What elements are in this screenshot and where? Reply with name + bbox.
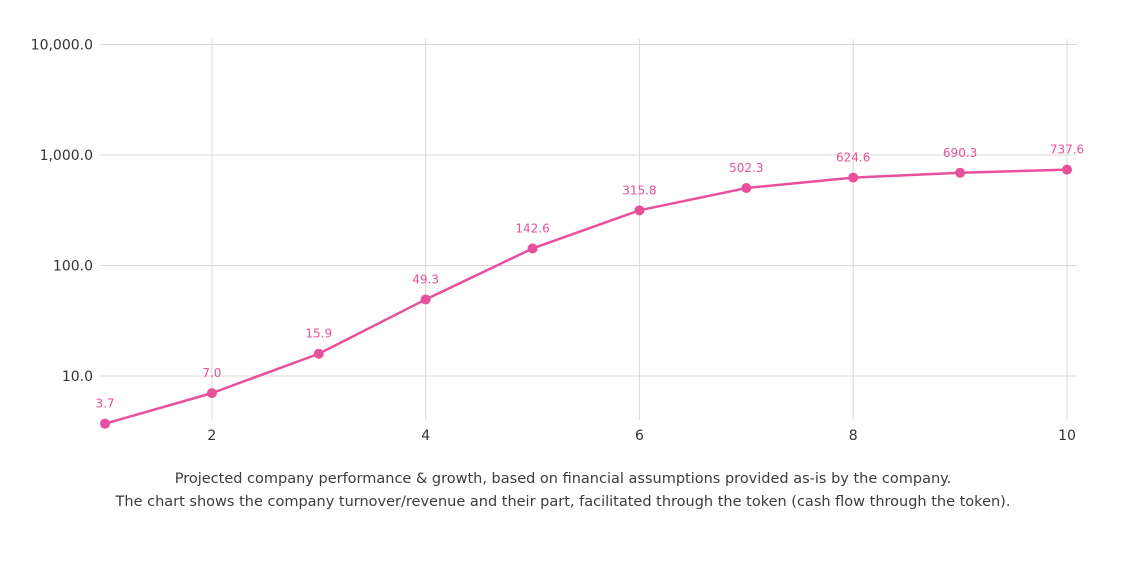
chart-caption-line-1: Projected company performance & growth, … — [174, 471, 952, 487]
data-labels: 3.7 7.0 15.9 49.3 142.6 315.8 502.3 624.6 690.3 7… — [95, 143, 1084, 411]
chart-caption-line-2: The chart shows the company turnover/rev… — [115, 494, 1011, 510]
data-point — [100, 418, 110, 429]
grid — [100, 39, 1077, 420]
y-tick-label: 10.0 — [62, 369, 93, 385]
data-point — [741, 183, 752, 194]
y-tick-label: 1,000.0 — [40, 148, 93, 164]
data-label: 142.6 — [515, 221, 549, 235]
line-chart: 10.0 100.0 1,000.0 10,000.0 2 4 6 8 10 3.7 7.0 15… — [31, 38, 1085, 445]
data-label: 7.0 — [202, 366, 221, 380]
x-tick-label: 4 — [421, 428, 430, 444]
y-tick-label: 10,000.0 — [31, 38, 93, 54]
x-tick-label: 10 — [1058, 428, 1076, 444]
data-point — [206, 388, 217, 399]
data-point — [420, 294, 431, 305]
data-label: 502.3 — [729, 161, 763, 175]
data-label: 624.6 — [836, 151, 870, 165]
data-point — [313, 348, 324, 359]
x-tick-label: 6 — [635, 428, 644, 444]
y-tick-label: 100.0 — [53, 259, 93, 275]
data-label: 49.3 — [412, 272, 439, 286]
data-label: 3.7 — [95, 397, 114, 411]
data-point — [1062, 164, 1072, 175]
series-line — [103, 168, 1069, 425]
data-label: 737.6 — [1050, 143, 1084, 157]
data-point — [527, 243, 538, 254]
data-point — [848, 172, 859, 183]
data-label: 15.9 — [305, 327, 332, 341]
data-point — [634, 205, 645, 216]
series — [100, 164, 1072, 429]
data-label: 690.3 — [943, 146, 977, 160]
data-point — [955, 167, 966, 178]
x-axis-ticks: 2 4 6 8 10 — [207, 428, 1075, 444]
x-tick-label: 8 — [849, 428, 858, 444]
y-axis-ticks: 10.0 100.0 1,000.0 10,000.0 — [31, 38, 93, 386]
data-label: 315.8 — [622, 183, 656, 197]
x-tick-label: 2 — [207, 428, 216, 444]
